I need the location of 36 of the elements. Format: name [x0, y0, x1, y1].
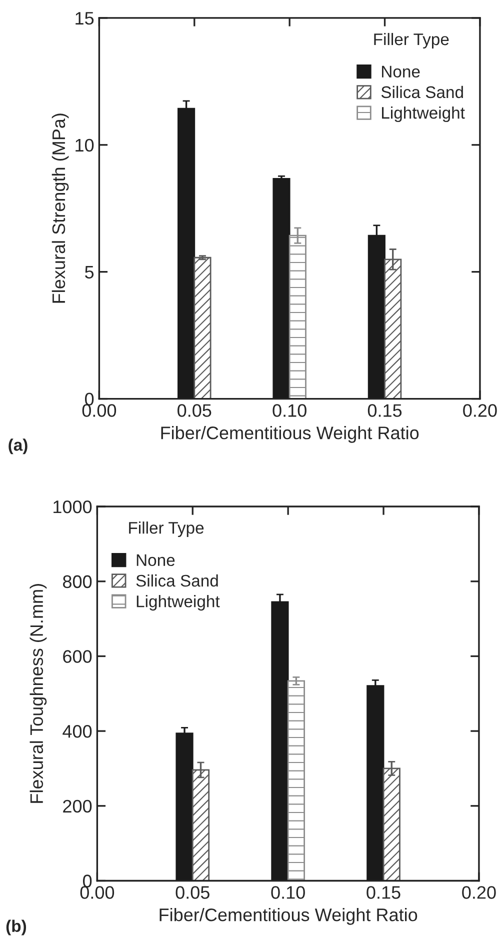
text: (a) — [8, 438, 28, 454]
x-axis-title: Fiber/Cementitious Weight Ratio — [161, 426, 419, 443]
legend-label: Lightweight — [382, 106, 465, 122]
x-tick-label: 0.15 — [366, 886, 400, 899]
x-tick-label: 0.00 — [82, 404, 116, 417]
legend-title: Filler Type — [374, 32, 449, 48]
x-tick-label: 0.10 — [272, 404, 306, 417]
y-tick-label: 5 — [85, 266, 94, 279]
text: (b) — [6, 920, 26, 936]
x-tick-label: 0.05 — [176, 886, 210, 899]
y-tick-label: 400 — [62, 724, 92, 738]
y-axis-title: Flexural Toughness (N.mm) — [30, 584, 47, 803]
y-tick-label: 1000 — [54, 500, 92, 514]
legend-label: Silica Sand — [381, 86, 463, 98]
x-tick-label: 0.15 — [368, 404, 402, 417]
legend-label: None — [382, 66, 420, 78]
y-tick-label: 15 — [76, 12, 94, 25]
y-tick-label: 600 — [63, 650, 92, 663]
y-axis-title: Flexural Strength (MPa) — [52, 114, 69, 303]
y-tick-label: 800 — [62, 575, 92, 588]
x-tick-label: 0.20 — [463, 404, 497, 417]
x-tick-label: 0.05 — [178, 404, 212, 417]
y-tick-label: 200 — [63, 800, 92, 813]
x-axis-title: Fiber/Cementitious Weight Ratio — [160, 908, 418, 925]
bar — [194, 256, 212, 399]
x-tick-label: 0.00 — [80, 886, 114, 899]
legend-label: Silica Sand — [136, 574, 218, 587]
x-tick-label: 0.10 — [271, 886, 305, 899]
legend-label: None — [136, 554, 175, 566]
legend-title: Filler Type — [129, 522, 204, 538]
y-tick-label: 0 — [85, 392, 94, 406]
y-tick-label: 0 — [83, 874, 92, 888]
bar — [287, 680, 305, 881]
x-tick-label: 0.20 — [462, 886, 496, 899]
legend-label: Lightweight — [136, 595, 220, 611]
y-tick-label: 10 — [76, 138, 94, 152]
